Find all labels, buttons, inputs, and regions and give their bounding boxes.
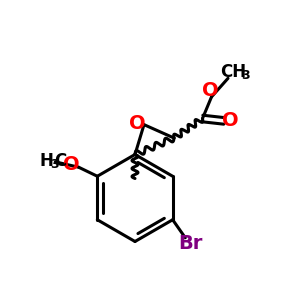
Text: Br: Br xyxy=(178,234,203,253)
Text: O: O xyxy=(129,114,146,133)
Text: O: O xyxy=(222,111,239,130)
Text: O: O xyxy=(202,81,218,101)
Text: H: H xyxy=(40,152,54,170)
Text: 3: 3 xyxy=(50,158,59,171)
Text: CH: CH xyxy=(220,63,247,81)
Text: O: O xyxy=(63,155,80,174)
Text: 3: 3 xyxy=(242,69,250,82)
Text: C: C xyxy=(55,152,67,170)
